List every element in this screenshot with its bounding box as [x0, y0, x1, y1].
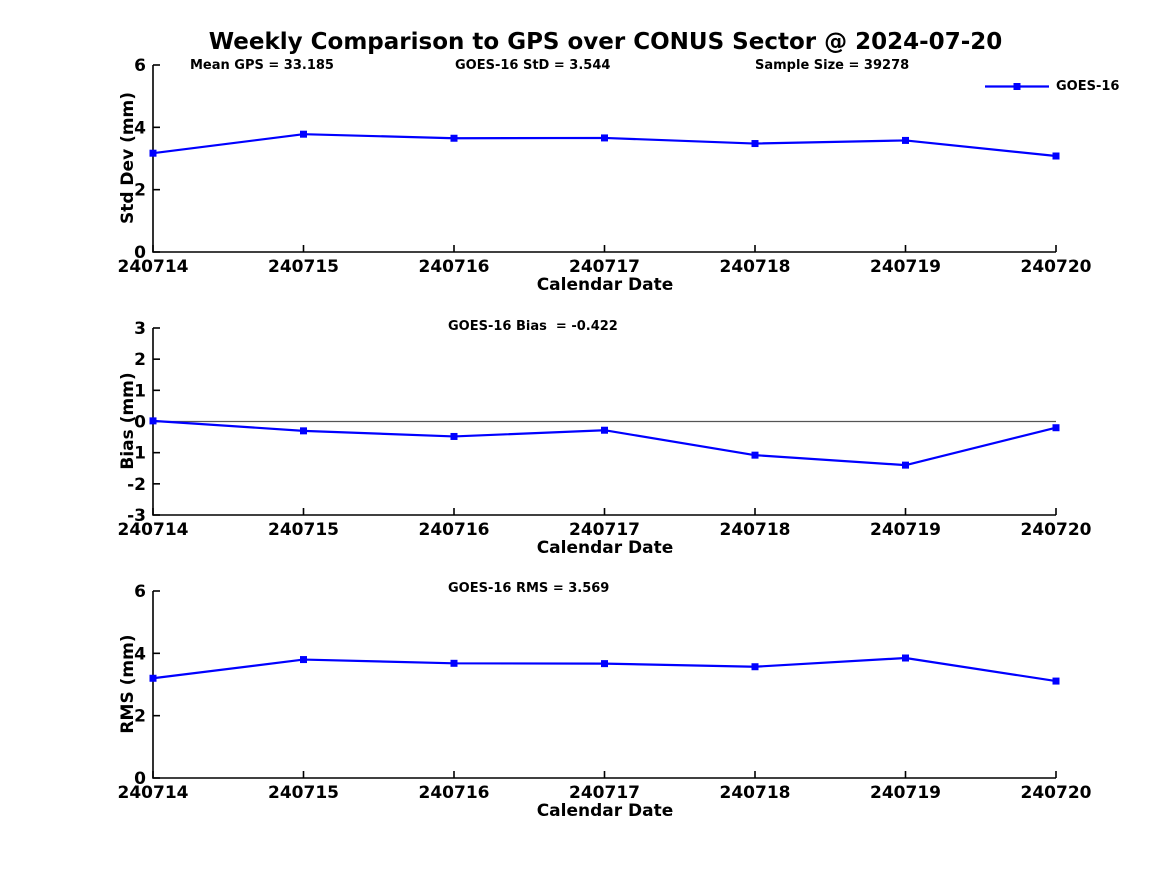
annotation-goes16-bias: GOES-16 Bias = -0.422	[448, 319, 618, 334]
series-marker-goes-16	[300, 427, 307, 435]
xlabel-calendar-date-3: Calendar Date	[537, 801, 674, 821]
y-tick-label: 1	[134, 381, 146, 401]
series-marker-goes-16	[450, 134, 458, 142]
x-tick-label: 240717	[569, 783, 640, 803]
y-tick-label: -1	[127, 444, 146, 464]
series-marker-goes-16	[601, 426, 608, 434]
ylabel-bias: Bias (mm)	[118, 372, 138, 469]
y-tick-label: -3	[127, 506, 146, 526]
y-tick-label: 3	[134, 319, 146, 339]
x-tick-label: 240715	[268, 520, 339, 540]
x-tick-label: 240720	[1021, 520, 1092, 540]
series-marker-goes-16	[902, 136, 909, 144]
series-marker-goes-16	[149, 674, 157, 682]
series-marker-goes-16	[300, 656, 307, 664]
x-tick-label: 240720	[1021, 783, 1092, 803]
y-tick-label: 2	[134, 707, 146, 727]
x-tick-label: 240716	[419, 257, 490, 277]
series-marker-goes-16	[751, 663, 759, 671]
series-marker-goes-16	[300, 130, 307, 138]
x-tick-label: 240716	[419, 520, 490, 540]
x-tick-label: 240715	[268, 257, 339, 277]
subplot-std-dev: 0 2 4 6 240714 240715 240716 240717 240718 240719…	[118, 56, 1092, 277]
y-tick-label: -2	[127, 475, 146, 495]
x-tick-label: 240716	[419, 783, 490, 803]
legend: GOES-16	[985, 79, 1119, 94]
y-tick-label: 0	[134, 243, 146, 263]
x-tick-label: 240718	[720, 520, 791, 540]
series-marker-goes-16	[601, 134, 608, 142]
y-tick-label: 4	[134, 644, 146, 664]
y-tick-label: 0	[134, 413, 146, 433]
x-tick-label: 240715	[268, 783, 339, 803]
x-tick-label: 240719	[870, 257, 941, 277]
x-tick-label: 240714	[118, 783, 189, 803]
series-marker-goes-16	[601, 660, 608, 668]
x-tick-label: 240714	[118, 257, 189, 277]
x-tick-label: 240718	[720, 783, 791, 803]
series-marker-goes-16	[902, 461, 909, 469]
series-marker-goes-16	[1052, 677, 1060, 685]
axes-std-dev	[152, 65, 1056, 253]
y-tick-label: 2	[134, 350, 146, 370]
y-tick-label: 0	[134, 769, 146, 789]
series-marker-goes-16	[1052, 152, 1060, 160]
axes-rms	[152, 591, 1056, 779]
x-tick-label: 240714	[118, 520, 189, 540]
annotation-sample-size: Sample Size = 39278	[755, 58, 910, 73]
y-tick-label: 6	[134, 582, 146, 602]
series-marker-goes-16	[450, 659, 458, 667]
series-marker-goes-16	[450, 432, 458, 440]
xlabel-calendar-date-1: Calendar Date	[537, 275, 674, 295]
x-tick-label: 240718	[720, 257, 791, 277]
x-tick-label: 240717	[569, 520, 640, 540]
x-tick-label: 240720	[1021, 257, 1092, 277]
y-tick-label: 2	[134, 181, 146, 201]
annotation-goes16-std: GOES-16 StD = 3.544	[455, 58, 611, 73]
y-tick-label: 6	[134, 56, 146, 76]
annotation-mean-gps: Mean GPS = 33.185	[190, 58, 334, 73]
ylabel-std-dev: Std Dev (mm)	[118, 92, 138, 224]
legend-label: GOES-16	[1056, 79, 1120, 94]
x-tick-label: 240719	[870, 783, 941, 803]
x-tick-label: 240717	[569, 257, 640, 277]
subplot-rms: 0 2 4 6 240714 240715 240716 240717 240718 240719…	[118, 582, 1092, 803]
y-tick-label: 4	[134, 118, 146, 138]
series-marker-goes-16	[751, 140, 759, 148]
series-marker-goes-16	[1052, 424, 1060, 432]
series-marker-goes-16	[751, 451, 759, 459]
ylabel-rms: RMS (mm)	[118, 634, 138, 733]
series-marker-goes-16	[149, 417, 157, 425]
legend-line-swatch-icon	[985, 83, 1049, 90]
figure-title: Weekly Comparison to GPS over CONUS Sect…	[208, 29, 1003, 55]
x-tick-label: 240719	[870, 520, 941, 540]
series-marker-goes-16	[902, 654, 909, 662]
series-marker-goes-16	[149, 149, 157, 157]
annotation-goes16-rms: GOES-16 RMS = 3.569	[448, 581, 610, 596]
xlabel-calendar-date-2: Calendar Date	[537, 538, 674, 558]
